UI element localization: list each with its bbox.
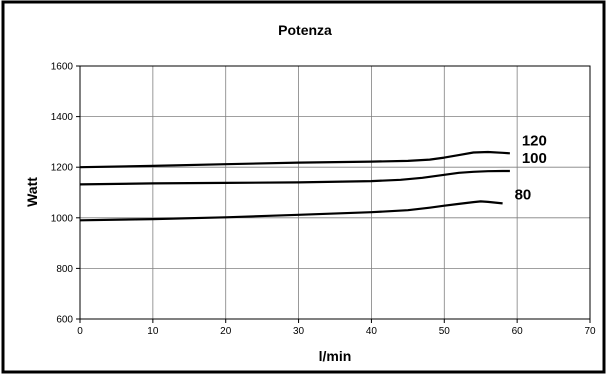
x-tick-labels: 0 10 20 30 40 50 60 70: [77, 319, 596, 337]
x-axis-label: l/min: [319, 348, 352, 364]
chart-title: Potenza: [278, 22, 332, 38]
series-lines: [79, 150, 510, 222]
y-tick-label: 1200: [51, 163, 74, 174]
y-tick-label: 800: [56, 264, 73, 275]
x-tick-label: 20: [220, 326, 232, 337]
x-tick-label: 40: [366, 326, 378, 337]
x-tick-label: 60: [512, 326, 524, 337]
x-tick-label: 0: [77, 326, 83, 337]
grid: [80, 66, 590, 319]
x-tick-label: 30: [293, 326, 305, 337]
y-tick-label: 1600: [51, 62, 74, 73]
series-line-80: [79, 200, 503, 222]
y-axis-label: Watt: [24, 177, 40, 207]
y-tick-label: 600: [56, 315, 73, 326]
x-tick-label: 50: [439, 326, 451, 337]
series-label-120: 120: [522, 132, 547, 149]
series-line-100: [79, 169, 510, 186]
y-tick-labels: 600 800 1000 1200 1400 1600: [51, 62, 80, 326]
plot-frame: [79, 65, 591, 320]
x-tick-label: 70: [584, 326, 596, 337]
x-tick-label: 10: [147, 326, 159, 337]
y-tick-label: 1400: [51, 112, 74, 123]
series-label-100: 100: [522, 150, 547, 167]
series-line-120: [79, 150, 510, 169]
y-tick-label: 1000: [51, 213, 74, 224]
series-label-80: 80: [515, 186, 532, 203]
